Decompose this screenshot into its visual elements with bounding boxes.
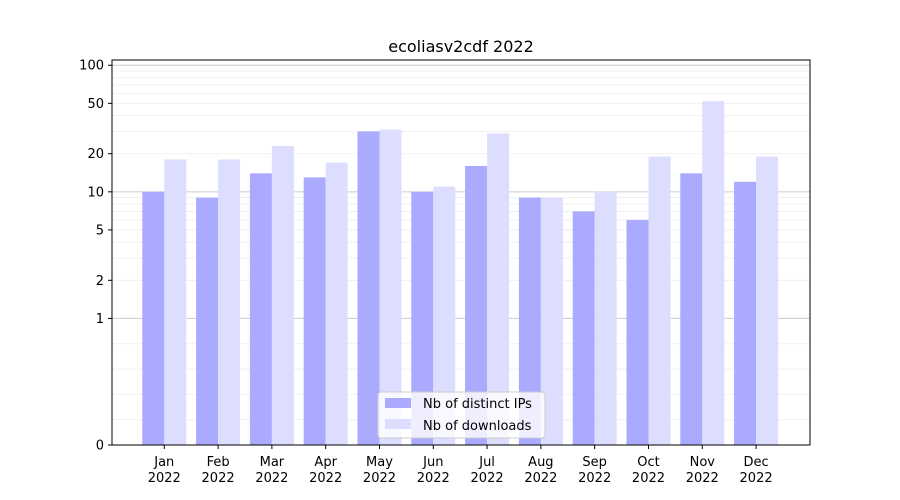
x-tick-label-year: 2022 [740,471,773,486]
bar-downloads [648,156,671,446]
y-tick-label: 2 [96,274,104,289]
x-tick-label-month: Sep [582,455,607,470]
bar-downloads [540,197,563,445]
x-tick-label-year: 2022 [363,471,396,486]
x-tick-label-month: Oct [637,455,659,470]
x-tick-label-year: 2022 [148,471,181,486]
x-tick-label-year: 2022 [524,471,557,486]
x-tick-label-year: 2022 [202,471,235,486]
x-tick-label-year: 2022 [417,471,450,486]
bar-distinct-ips [142,191,165,445]
x-tick-label-month: Feb [207,455,230,470]
y-tick-label: 0 [96,439,104,454]
bar-distinct-ips [626,219,649,445]
bar-downloads [756,156,779,446]
y-tick-label: 10 [87,185,104,200]
bar-distinct-ips [518,197,541,445]
legend-box [377,391,546,439]
x-tick-label-year: 2022 [632,471,665,486]
bar-distinct-ips [249,173,272,445]
legend-swatch-ips [385,398,411,408]
x-tick-label-month: Jan [153,455,174,470]
bar-distinct-ips [680,173,703,445]
bar-distinct-ips [572,211,595,445]
legend: Nb of distinct IPs Nb of downloads [377,391,546,439]
bar-distinct-ips [465,165,488,446]
bar-distinct-ips [357,131,380,445]
x-tick-label-month: Jul [478,455,495,470]
x-tick-label-month: Nov [690,455,716,470]
x-tick-label-month: Aug [528,455,553,470]
legend-label-ips: Nb of distinct IPs [423,397,532,412]
bar-downloads [325,162,348,445]
x-tick-label-month: Jun [422,455,443,470]
y-tick-label: 5 [96,223,104,238]
legend-label-downloads: Nb of downloads [423,419,532,434]
x-tick-label-month: Mar [260,455,285,470]
y-tick-label: 100 [79,59,104,74]
legend-swatch-downloads [385,419,411,429]
x-tick-label-year: 2022 [578,471,611,486]
x-tick-label-year: 2022 [255,471,288,486]
bar-downloads [594,191,617,445]
bar-downloads [379,129,402,445]
bar-distinct-ips [196,197,219,445]
bar-downloads [487,133,510,445]
bar-distinct-ips [411,191,434,445]
x-tick-label-month: May [366,455,393,470]
bar-distinct-ips [734,181,757,445]
bar-downloads [164,159,187,445]
bar-downloads [218,159,241,445]
chart-title: ecoliasv2cdf 2022 [388,37,534,56]
bars [142,101,779,446]
bar-downloads [433,186,456,446]
bar-distinct-ips [303,177,326,446]
x-tick-label-year: 2022 [471,471,504,486]
bar-downloads [702,101,725,446]
plot-frame [111,59,811,446]
x-axis: Jan2022Feb2022Mar2022Apr2022May2022Jun20… [148,445,773,486]
x-tick-label-month: Apr [314,455,337,470]
y-tick-label: 1 [96,312,104,327]
x-tick-label-year: 2022 [686,471,719,486]
bar-downloads [271,146,294,445]
x-tick-label-year: 2022 [309,471,342,486]
y-axis: 0 1 2 5 10 20 50 100 [79,59,112,454]
y-tick-label: 20 [87,147,104,162]
x-tick-label-month: Dec [744,455,769,470]
y-tick-label: 50 [87,97,104,112]
